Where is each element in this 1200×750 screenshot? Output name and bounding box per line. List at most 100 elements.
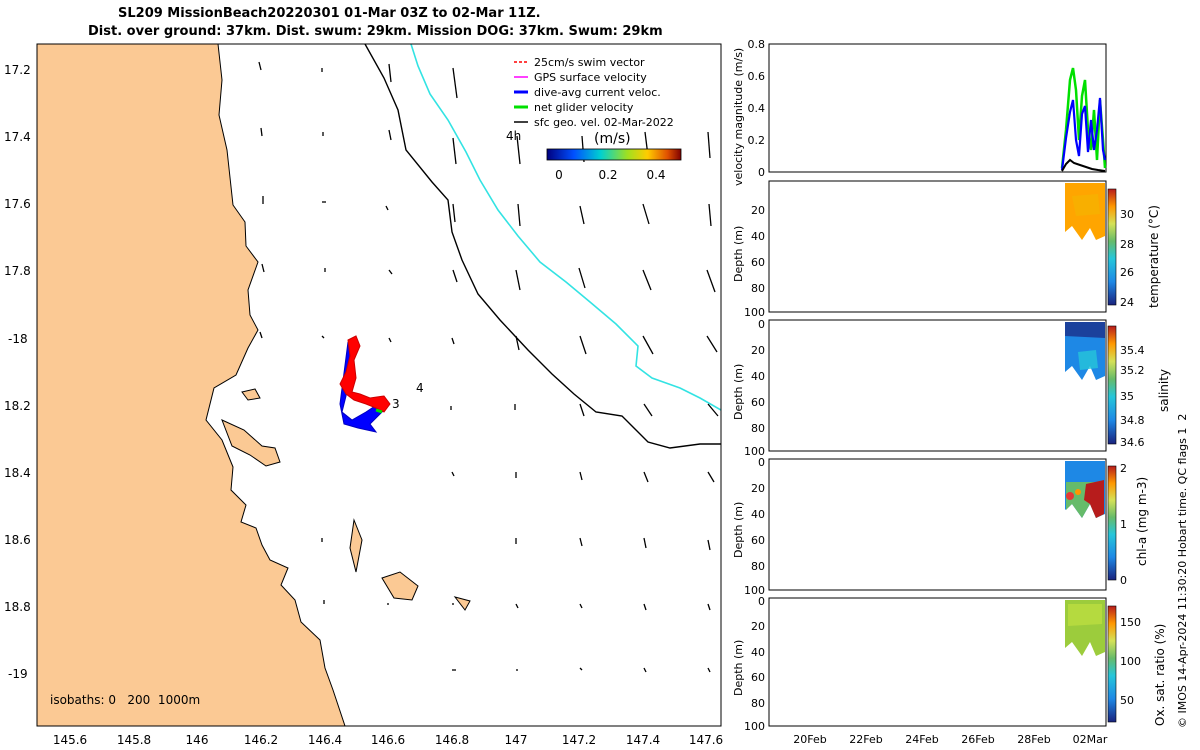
time-tick: 24Feb	[905, 733, 938, 746]
time-ticks: 20Feb 22Feb 24Feb 26Feb 28Feb 02Mar	[793, 733, 1108, 746]
lat-tick: 17.4	[4, 130, 31, 144]
lon-tick: 145.8	[117, 733, 151, 747]
velocity-panel: 0 0.2 0.4 0.6 0.8 velocity magnitude (m/…	[732, 38, 1107, 186]
legend-gps-velocity: GPS surface velocity	[534, 71, 647, 84]
annotation-3: 3	[392, 397, 400, 411]
oxygen-panel: 0 20 40 60 80 100 Depth (m) 50 100 150 O…	[732, 595, 1167, 746]
lat-tick: 17.8	[4, 264, 31, 278]
chla-depth-ticks: 0 20 40 60 80 100	[744, 456, 765, 597]
cbar-tick: 150	[1120, 616, 1141, 629]
island	[241, 388, 261, 401]
legend-geo-velocity: sfc geo. vel. 02-Mar-2022	[534, 116, 674, 129]
depth-tick: 100	[744, 720, 765, 733]
oxygen-depth-ticks: 0 20 40 60 80 100	[744, 595, 765, 733]
time-tick: 26Feb	[961, 733, 994, 746]
map-colorbar-title: (m/s)	[594, 131, 631, 147]
temperature-ylabel: Depth (m)	[732, 226, 745, 282]
lon-tick: 146.6	[371, 733, 405, 747]
legend-dive-avg: dive-avg current veloc.	[534, 86, 661, 99]
annotation-4h: 4h	[506, 129, 521, 143]
lon-tick: 147.2	[562, 733, 596, 747]
glider-swim-vectors	[339, 335, 391, 413]
map-colorbar	[546, 148, 682, 161]
cbar-tick: 34.8	[1120, 414, 1145, 427]
temperature-depth-ticks: 20 40 60 80 100	[744, 204, 765, 319]
velocity-ylabel: velocity magnitude (m/s)	[732, 48, 745, 186]
depth-tick: 100	[744, 306, 765, 319]
velocity-tick: 0	[758, 166, 765, 179]
geostrophic-vectors	[258, 61, 719, 673]
depth-tick: 60	[751, 256, 765, 269]
cbar-tick: 35	[1120, 390, 1134, 403]
legend-net-velocity: net glider velocity	[534, 101, 634, 114]
depth-tick: 0	[758, 456, 765, 469]
lat-tick: -18	[8, 332, 28, 346]
cbar-tick: 26	[1120, 266, 1134, 279]
cbar-tick: 1	[1120, 518, 1127, 531]
lon-tick: 147.4	[626, 733, 660, 747]
lon-tick: 147.6	[689, 733, 723, 747]
longitude-ticks: 145.6 145.8 146 146.2 146.4 146.6 146.8 …	[53, 733, 723, 747]
map-panel: 4h 3 4 isobaths: 0 200 1000m 17.2 17.4 1…	[4, 43, 723, 747]
latitude-ticks: 17.2 17.4 17.6 17.8 -18 18.2 18.4 18.6 1…	[4, 63, 31, 681]
velocity-tick: 0.4	[748, 102, 766, 115]
velocity-tick: 0.2	[748, 134, 766, 147]
time-tick: 02Mar	[1073, 733, 1108, 746]
salinity-depth-ticks: 0 20 40 60 80 100	[744, 318, 765, 458]
annotation-4: 4	[416, 381, 424, 395]
map-colorbar-ticks: 0 0.2 0.4	[555, 168, 665, 182]
map-legend: 25cm/s swim vector GPS surface velocity …	[514, 56, 674, 129]
lat-tick: 17.6	[4, 197, 31, 211]
title-line-1: SL209 MissionBeach20220301 01-Mar 03Z to…	[118, 6, 541, 21]
cbar-tick: 50	[1120, 694, 1134, 707]
depth-tick: 20	[751, 344, 765, 357]
cbar-tick: 2	[1120, 462, 1127, 475]
isobaths-label: isobaths: 0 200 1000m	[50, 693, 200, 707]
velocity-tick: 0.6	[748, 70, 766, 83]
lon-tick: 147	[505, 733, 528, 747]
lat-tick: 18.4	[4, 466, 31, 480]
depth-tick: 20	[751, 204, 765, 217]
depth-tick: 40	[751, 230, 765, 243]
chla-cbar-ticks: 0 1 2	[1120, 462, 1127, 587]
title-line-2: Dist. over ground: 37km. Dist. swum: 29k…	[88, 24, 663, 39]
oxygen-ylabel: Depth (m)	[732, 640, 745, 696]
map-colorbar-tick: 0.4	[646, 168, 665, 182]
chla-ylabel: Depth (m)	[732, 502, 745, 558]
depth-tick: 60	[751, 396, 765, 409]
island	[453, 596, 471, 611]
island	[349, 518, 363, 573]
lat-tick: 17.2	[4, 63, 31, 77]
cbar-tick: 34.6	[1120, 436, 1145, 449]
cbar-tick: 30	[1120, 208, 1134, 221]
salinity-colorbar	[1107, 325, 1117, 445]
oxygen-cbar-label: Ox. sat. ratio (%)	[1153, 624, 1167, 726]
temperature-cbar-label: temperature (°C)	[1147, 205, 1161, 308]
velocity-dive-series	[1060, 97, 1107, 171]
depth-tick: 40	[751, 508, 765, 521]
depth-tick: 0	[758, 595, 765, 608]
depth-tick: 80	[751, 697, 765, 710]
lon-tick: 146.4	[308, 733, 342, 747]
temperature-panel: 20 40 60 80 100 Depth (m) 24 26 28 30 te…	[732, 180, 1161, 319]
legend-swim-vector: 25cm/s swim vector	[534, 56, 645, 69]
cbar-tick: 35.4	[1120, 344, 1145, 357]
map-colorbar-tick: 0	[555, 168, 563, 182]
island	[221, 419, 281, 467]
salinity-cbar-ticks: 34.6 34.8 35 35.2 35.4	[1120, 344, 1145, 449]
cbar-tick: 100	[1120, 655, 1141, 668]
depth-tick: 80	[751, 560, 765, 573]
depth-tick: 40	[751, 370, 765, 383]
depth-tick: 40	[751, 646, 765, 659]
cbar-tick: 24	[1120, 296, 1134, 309]
cbar-tick: 0	[1120, 574, 1127, 587]
lon-tick: 145.6	[53, 733, 87, 747]
velocity-tick: 0.8	[748, 38, 766, 51]
depth-tick: 100	[744, 584, 765, 597]
depth-tick: 20	[751, 620, 765, 633]
isobath-200m	[364, 44, 721, 449]
land-mass	[37, 44, 346, 726]
lat-tick: 18.6	[4, 533, 31, 547]
time-tick: 20Feb	[793, 733, 826, 746]
